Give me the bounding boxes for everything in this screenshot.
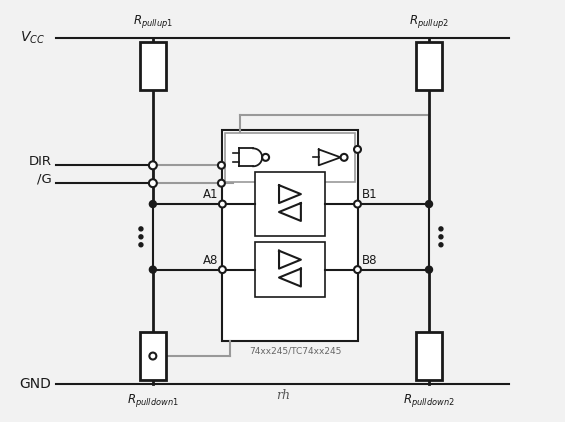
Text: $R_{pulldown1}$: $R_{pulldown1}$: [127, 392, 179, 409]
Text: $R_{pullup1}$: $R_{pullup1}$: [133, 13, 173, 30]
Circle shape: [219, 266, 226, 273]
Text: /G: /G: [37, 173, 51, 186]
Bar: [416, 42, 442, 90]
Circle shape: [218, 180, 225, 187]
Text: $R_{pullup2}$: $R_{pullup2}$: [409, 13, 449, 30]
Circle shape: [425, 266, 432, 273]
Circle shape: [149, 266, 157, 273]
Circle shape: [341, 154, 347, 161]
Text: rh: rh: [276, 389, 290, 402]
Circle shape: [439, 235, 443, 239]
Text: GND: GND: [20, 377, 51, 391]
Text: $R_{pulldown2}$: $R_{pulldown2}$: [403, 392, 455, 409]
Circle shape: [149, 200, 157, 208]
Circle shape: [219, 200, 226, 208]
Circle shape: [139, 235, 143, 239]
Circle shape: [439, 243, 443, 247]
Bar: [225, 133, 354, 182]
Circle shape: [425, 200, 432, 208]
Circle shape: [354, 200, 361, 208]
Polygon shape: [279, 251, 301, 269]
Circle shape: [354, 266, 361, 273]
Circle shape: [149, 161, 157, 169]
Polygon shape: [279, 185, 301, 203]
Circle shape: [439, 227, 443, 231]
Circle shape: [139, 243, 143, 247]
Polygon shape: [319, 149, 341, 165]
Text: 74xx245/TC74xx245: 74xx245/TC74xx245: [249, 346, 341, 355]
Bar: [223, 130, 358, 341]
Text: DIR: DIR: [28, 155, 51, 168]
Text: A8: A8: [203, 254, 219, 267]
Text: $V_{CC}$: $V_{CC}$: [20, 30, 45, 46]
Bar: [416, 332, 442, 380]
Polygon shape: [279, 269, 301, 287]
Text: A1: A1: [203, 188, 219, 201]
Circle shape: [149, 352, 157, 360]
Bar: [140, 42, 166, 90]
Circle shape: [218, 162, 225, 169]
Bar: [255, 242, 325, 298]
Bar: [140, 332, 166, 380]
Circle shape: [149, 179, 157, 187]
Bar: [255, 172, 325, 236]
Circle shape: [262, 154, 269, 161]
Circle shape: [139, 227, 143, 231]
Circle shape: [354, 146, 361, 153]
Text: B8: B8: [362, 254, 377, 267]
Text: B1: B1: [362, 188, 377, 201]
Polygon shape: [279, 203, 301, 221]
